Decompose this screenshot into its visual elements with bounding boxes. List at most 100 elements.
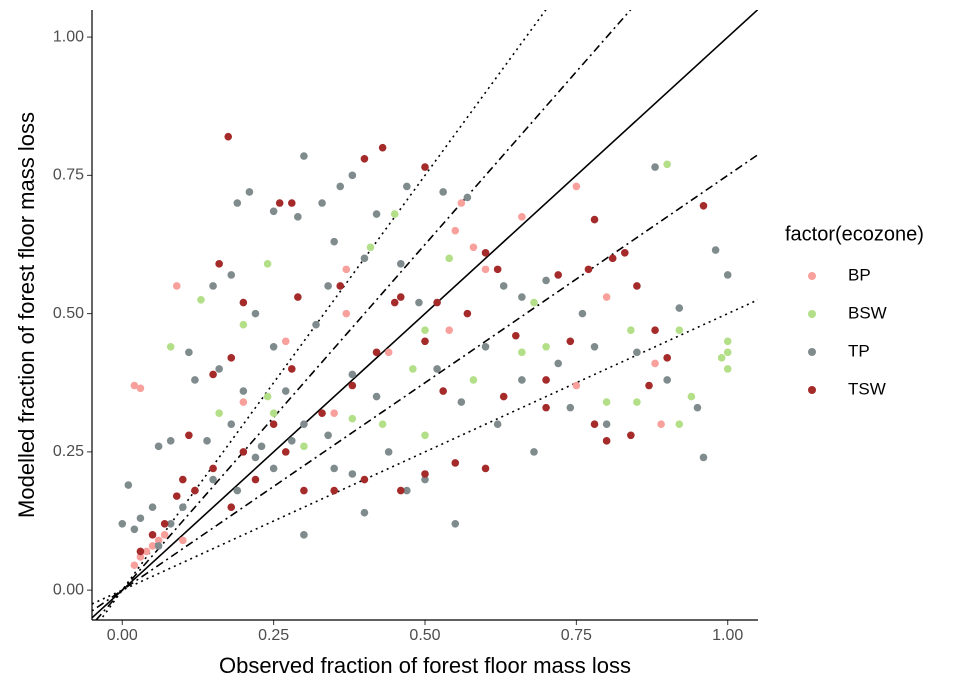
point	[251, 475, 260, 484]
point	[651, 163, 659, 171]
point	[239, 448, 248, 456]
point	[711, 246, 720, 254]
point	[457, 199, 466, 207]
point	[324, 282, 332, 290]
point	[627, 431, 635, 440]
point	[269, 207, 278, 216]
point	[699, 201, 708, 210]
point	[396, 260, 405, 268]
x-tick-label: 0.50	[409, 627, 440, 644]
point	[663, 376, 671, 384]
point	[415, 298, 423, 307]
point	[572, 182, 581, 191]
point	[294, 213, 302, 221]
point	[239, 298, 248, 307]
point	[209, 282, 217, 290]
point	[148, 531, 157, 539]
point	[687, 392, 696, 401]
point	[281, 337, 290, 346]
point	[269, 464, 278, 473]
point	[227, 503, 236, 511]
point	[651, 359, 659, 368]
point	[142, 547, 151, 556]
point	[554, 271, 562, 279]
reference-line	[92, 153, 758, 612]
point	[633, 348, 641, 357]
point	[481, 464, 490, 473]
point	[590, 215, 599, 224]
point	[263, 392, 272, 401]
point	[300, 442, 308, 451]
point	[324, 431, 332, 440]
point	[179, 536, 187, 545]
point	[342, 309, 351, 318]
point	[215, 365, 223, 373]
point	[493, 265, 502, 274]
point	[300, 531, 308, 539]
point	[166, 519, 175, 528]
point	[233, 486, 242, 495]
point	[148, 542, 157, 550]
point	[578, 309, 587, 318]
point	[675, 326, 684, 335]
point	[542, 276, 550, 285]
y-tick-label: 0.75	[53, 167, 84, 184]
point	[209, 370, 217, 379]
point	[372, 392, 381, 401]
point	[288, 437, 296, 445]
point	[602, 420, 611, 429]
point	[224, 132, 233, 141]
point	[172, 282, 181, 290]
point	[518, 293, 526, 301]
point	[179, 475, 187, 484]
point	[723, 348, 732, 357]
point	[124, 481, 133, 489]
point	[384, 448, 393, 456]
point	[512, 331, 520, 340]
point	[251, 453, 260, 462]
point	[136, 514, 145, 523]
point	[348, 171, 357, 180]
point	[239, 387, 248, 395]
point	[251, 309, 260, 318]
point	[421, 163, 429, 171]
point	[457, 398, 466, 406]
point	[215, 260, 223, 268]
point	[166, 342, 175, 351]
point	[590, 420, 599, 429]
point	[421, 326, 429, 335]
point	[396, 486, 405, 495]
point	[451, 226, 460, 235]
legend-label: BSW	[848, 303, 887, 322]
point	[269, 420, 278, 429]
point	[621, 248, 629, 257]
point	[493, 420, 502, 429]
legend-key	[808, 386, 816, 394]
point	[185, 348, 193, 357]
point	[699, 453, 708, 462]
point	[300, 486, 308, 495]
point	[584, 265, 593, 274]
point	[390, 210, 399, 218]
point	[288, 199, 296, 207]
point	[209, 475, 217, 484]
point	[572, 381, 581, 390]
point	[312, 320, 320, 329]
point	[160, 519, 169, 528]
point	[172, 492, 181, 500]
point	[554, 359, 562, 368]
point	[627, 326, 635, 335]
point	[717, 354, 726, 362]
point	[481, 265, 490, 274]
point	[421, 431, 429, 440]
point	[154, 542, 163, 550]
point	[336, 282, 345, 290]
x-tick-label: 0.00	[107, 627, 138, 644]
point	[445, 326, 454, 335]
point	[602, 398, 611, 406]
legend-label: TSW	[848, 379, 886, 398]
point	[342, 265, 351, 274]
point	[360, 475, 369, 484]
y-tick-label: 0.00	[53, 581, 84, 598]
